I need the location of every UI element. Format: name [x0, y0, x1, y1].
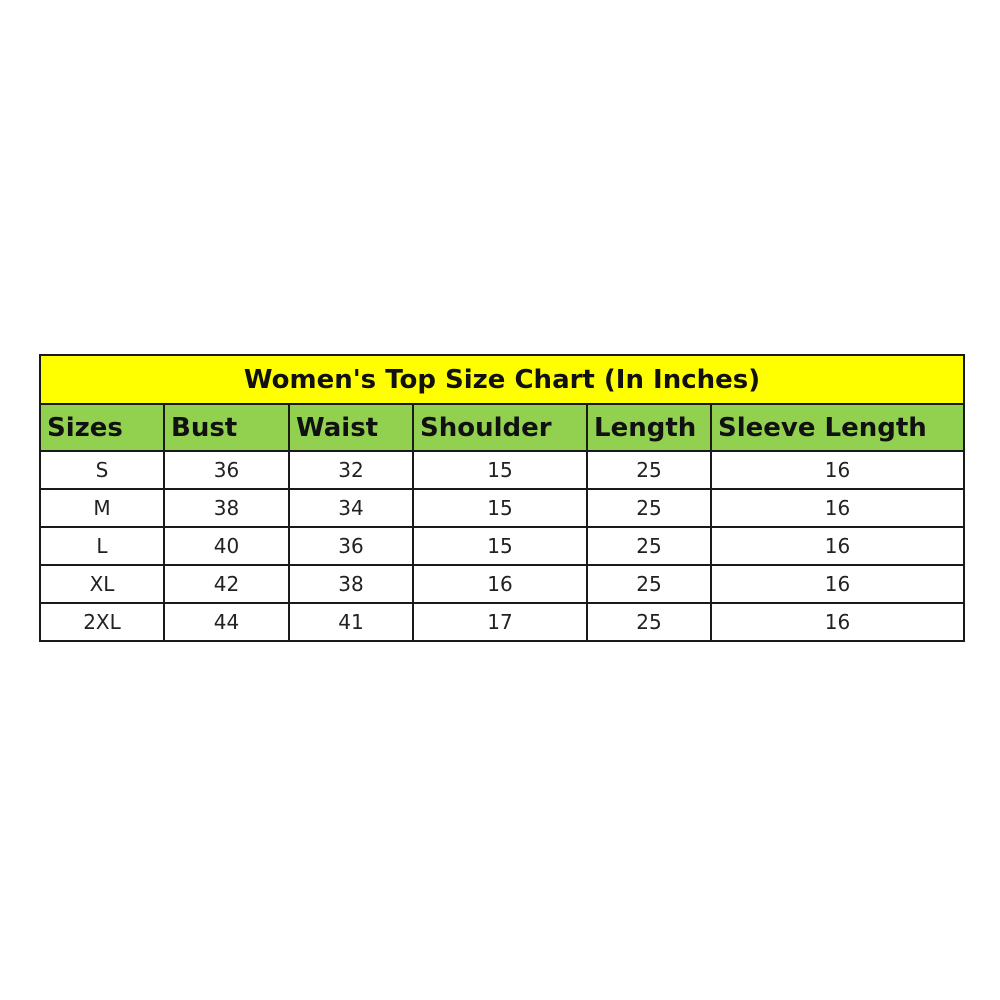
table-cell: S — [39, 450, 165, 490]
table-cell: M — [39, 488, 165, 528]
table-row: S 36 32 15 25 16 — [39, 450, 966, 490]
table-cell: 2XL — [39, 602, 165, 642]
table-row: XL 42 38 16 25 16 — [39, 564, 966, 604]
table-cell: 25 — [586, 564, 712, 604]
table-cell: 32 — [288, 450, 414, 490]
table-cell: 25 — [586, 602, 712, 642]
table-row: L 40 36 15 25 16 — [39, 526, 966, 566]
table-cell: 16 — [709, 526, 966, 566]
header-length: Length — [586, 403, 712, 452]
table-cell: 38 — [288, 564, 414, 604]
table-cell: L — [39, 526, 165, 566]
header-waist: Waist — [288, 403, 414, 452]
table-cell: 25 — [586, 450, 712, 490]
table-cell: 15 — [412, 526, 588, 566]
table-cell: 40 — [163, 526, 290, 566]
table-cell: 41 — [288, 602, 414, 642]
header-row: Sizes Bust Waist Shoulder Length Sleeve … — [39, 403, 966, 452]
table-cell: 36 — [288, 526, 414, 566]
table-cell: 15 — [412, 450, 588, 490]
title-row: Women's Top Size Chart (In Inches) — [38, 354, 966, 405]
header-bust: Bust — [163, 403, 290, 452]
header-sleeve-length: Sleeve Length — [709, 403, 966, 452]
table-cell: 38 — [163, 488, 290, 528]
table-row: M 38 34 15 25 16 — [39, 488, 966, 528]
table-cell: 34 — [288, 488, 414, 528]
table-cell: 16 — [709, 450, 966, 490]
table-cell: 44 — [163, 602, 290, 642]
table-cell: 36 — [163, 450, 290, 490]
table-row: 2XL 44 41 17 25 16 — [39, 602, 966, 642]
table-cell: 25 — [586, 526, 712, 566]
header-shoulder: Shoulder — [412, 403, 588, 452]
size-chart-table: Women's Top Size Chart (In Inches) Sizes… — [38, 354, 966, 642]
table-cell: 16 — [709, 602, 966, 642]
table-cell: 16 — [709, 564, 966, 604]
header-sizes: Sizes — [39, 403, 165, 452]
table-cell: 15 — [412, 488, 588, 528]
table-cell: 42 — [163, 564, 290, 604]
table-cell: 17 — [412, 602, 588, 642]
table-title: Women's Top Size Chart (In Inches) — [38, 354, 966, 405]
table-cell: 25 — [586, 488, 712, 528]
table-cell: 16 — [412, 564, 588, 604]
table-cell: XL — [39, 564, 165, 604]
table-cell: 16 — [709, 488, 966, 528]
